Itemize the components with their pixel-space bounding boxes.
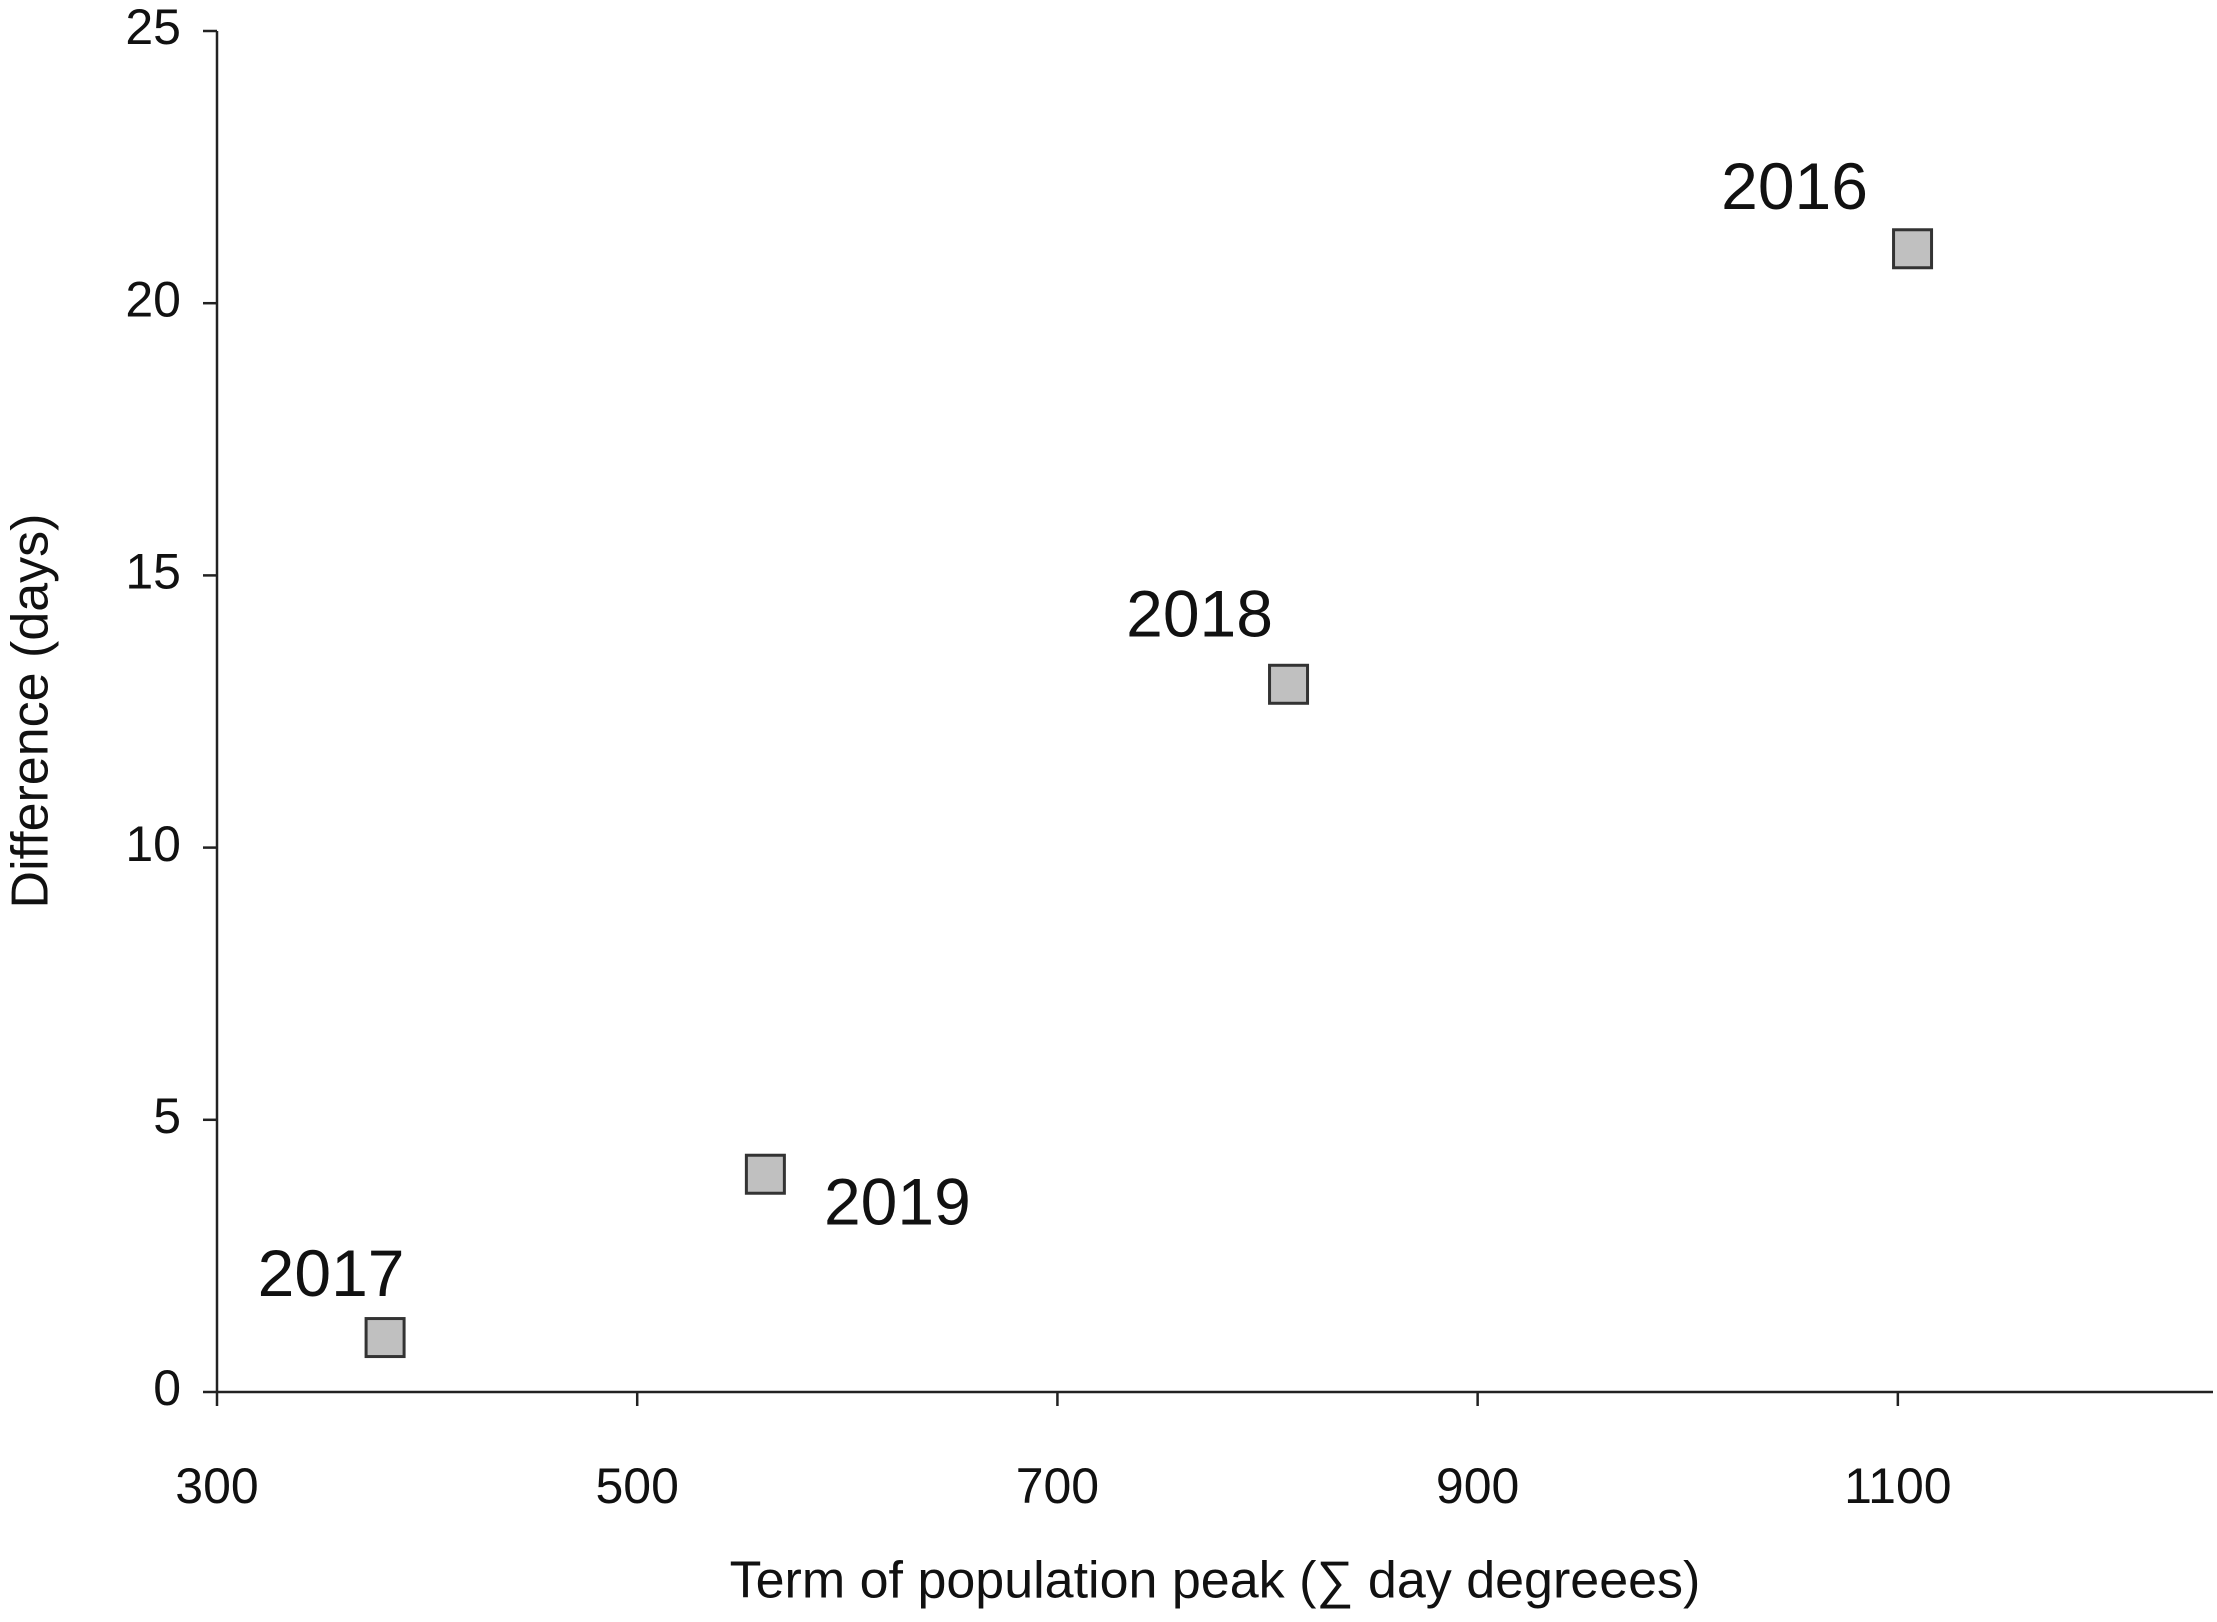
point-label: 2016 — [1721, 149, 1868, 223]
point-label: 2017 — [258, 1236, 405, 1310]
x-tick-label: 700 — [1016, 1458, 1099, 1514]
x-tick-label: 1100 — [1844, 1458, 1952, 1514]
y-tick-label: 25 — [125, 0, 181, 55]
x-axis-label: Term of population peak (∑ day degreees) — [730, 1552, 1701, 1610]
point-label: 2019 — [824, 1165, 971, 1239]
marker — [1892, 228, 1934, 270]
y-tick-label: 0 — [153, 1360, 181, 1416]
marker — [744, 1153, 786, 1195]
x-tick-label: 900 — [1436, 1458, 1519, 1514]
point-label: 2018 — [1126, 577, 1273, 651]
y-tick-label: 15 — [125, 544, 181, 600]
x-tick-label: 300 — [175, 1458, 258, 1514]
y-tick-label: 10 — [125, 816, 181, 872]
y-axis-label: Difference (days) — [2, 514, 60, 909]
x-tick-label: 500 — [595, 1458, 678, 1514]
marker — [1268, 663, 1310, 705]
y-tick-label: 20 — [125, 271, 181, 327]
y-tick-label: 5 — [153, 1088, 181, 1144]
marker — [364, 1317, 406, 1359]
